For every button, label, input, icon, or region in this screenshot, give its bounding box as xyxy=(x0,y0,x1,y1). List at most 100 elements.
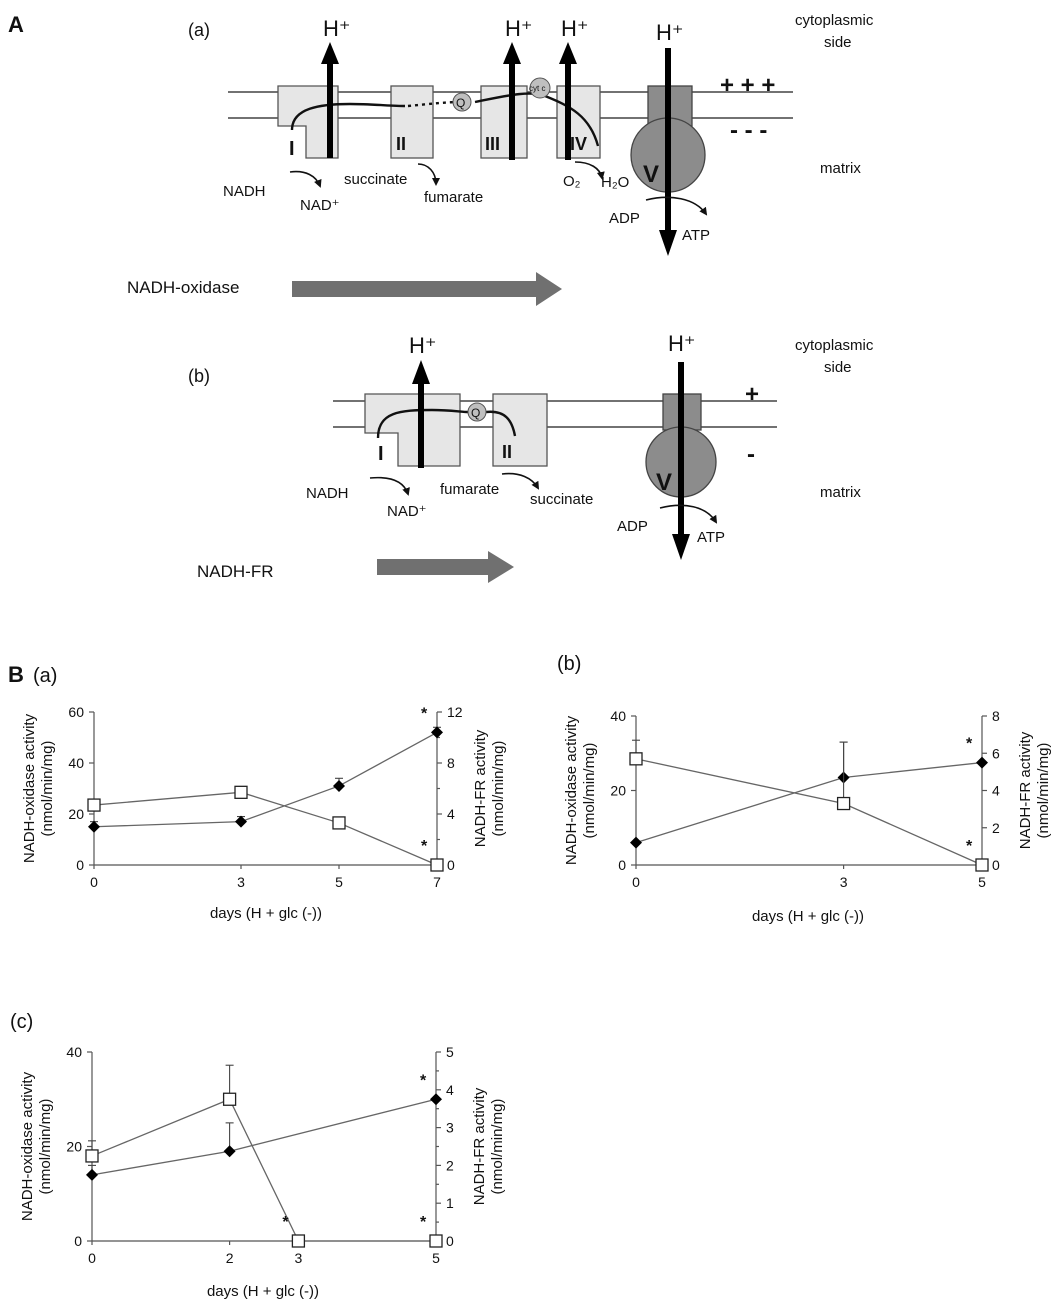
x-tick-label: 2 xyxy=(226,1250,234,1266)
y-axis-title-left: NADH-oxidase activity xyxy=(19,1071,36,1221)
chart-a-label: (a) xyxy=(33,665,57,687)
side-a-cyto-1: cytoplasmic xyxy=(795,12,874,29)
x-tick-label: 3 xyxy=(237,874,245,890)
data-point-square xyxy=(222,1092,237,1106)
significance-mark: * xyxy=(420,1072,427,1089)
y-axis-title-left-unit: (nmol/min/mg) xyxy=(37,1099,54,1195)
significance-mark: * xyxy=(282,1214,289,1231)
reaction-a-adp xyxy=(645,196,708,216)
diagram-b: (b) I II V Q H⁺ H⁺ NADH NAD⁺ fumarate su… xyxy=(188,331,874,583)
y-tick-label-left: 20 xyxy=(68,806,84,822)
y-tick-label-right: 3 xyxy=(446,1120,454,1136)
data-point-square xyxy=(975,858,989,872)
side-b-matrix: matrix xyxy=(820,484,861,501)
y-tick-label-left: 40 xyxy=(610,708,626,724)
y-tick-label-right: 6 xyxy=(992,745,1000,761)
y-tick-label-right: 0 xyxy=(446,1233,454,1249)
y-tick-label-left: 60 xyxy=(68,704,84,720)
data-point-square xyxy=(629,752,643,766)
x-tick-label: 5 xyxy=(978,874,986,890)
y-tick-label-right: 2 xyxy=(446,1157,454,1173)
significance-mark: * xyxy=(420,1214,427,1231)
proton-a-2: H⁺ xyxy=(505,16,533,41)
substrate-b-adp: ADP xyxy=(617,518,648,535)
series-line-0 xyxy=(93,731,438,828)
x-axis-title: days (H + glc (-)) xyxy=(210,905,322,922)
complex-a-1-label: I xyxy=(289,138,295,160)
y-tick-label-left: 20 xyxy=(610,783,626,799)
quinone-b xyxy=(467,402,487,422)
substrate-a-o2: O₂ xyxy=(563,173,581,190)
flow-b-label: NADH-FR xyxy=(197,562,274,581)
significance-mark: * xyxy=(421,705,428,722)
complex-b-2-label: II xyxy=(502,442,512,462)
side-b-cyto-2: side xyxy=(824,359,852,376)
proton-b-1: H⁺ xyxy=(409,333,437,358)
substrate-b-atp: ATP xyxy=(697,529,725,546)
data-point-square xyxy=(234,785,248,799)
proton-arrows-a xyxy=(321,42,677,256)
data-point-diamond xyxy=(431,726,443,739)
y-tick-label-right: 2 xyxy=(992,820,1000,836)
flow-b-arrow xyxy=(377,551,514,583)
reaction-b-adp xyxy=(659,504,718,524)
substrate-b-nadh: NADH xyxy=(306,485,349,502)
complex-a-3 xyxy=(480,85,528,159)
cytc-a-label: cyt c xyxy=(529,84,545,93)
y-tick-label-left: 20 xyxy=(66,1139,82,1155)
cytc-a xyxy=(529,77,551,99)
substrate-a-adp: ADP xyxy=(609,210,640,227)
y-axis-title-left: NADH-oxidase activity xyxy=(21,713,38,863)
proton-a-3: H⁺ xyxy=(561,16,589,41)
x-tick-label: 0 xyxy=(632,874,640,890)
y-tick-label-right: 12 xyxy=(447,704,463,720)
chart-a-group: (a) 0 20 40 60 0 4 8 12 0 3 5 7 days (H + glc (-)) NA… xyxy=(21,665,507,922)
x-tick-label: 0 xyxy=(88,1250,96,1266)
complex-b-5-label: V xyxy=(656,469,672,496)
substrate-a-nad: NAD⁺ xyxy=(300,197,340,214)
x-tick-label: 0 xyxy=(90,874,98,890)
data-point-square xyxy=(430,858,444,872)
data-point-diamond xyxy=(88,820,100,833)
side-b-cyto-1: cytoplasmic xyxy=(795,337,874,354)
data-point-square xyxy=(85,1149,99,1163)
complex-a-1 xyxy=(277,85,339,159)
panel-b-letter: B xyxy=(8,662,24,687)
complex-a-2-label: II xyxy=(396,134,406,154)
data-point-square xyxy=(836,796,851,811)
chart-b-label: (b) xyxy=(557,653,581,675)
x-tick-label: 5 xyxy=(432,1250,440,1266)
series-line-0 xyxy=(91,1098,437,1176)
y-tick-label-right: 5 xyxy=(446,1044,454,1060)
y-axis-title-left-unit: (nmol/min/mg) xyxy=(581,743,598,839)
x-axis-title: days (H + glc (-)) xyxy=(207,1283,319,1300)
complex-b-1 xyxy=(364,393,461,467)
y-tick-label-right: 0 xyxy=(447,857,455,873)
significance-mark: * xyxy=(966,838,973,855)
y-axis-title-left-unit: (nmol/min/mg) xyxy=(39,741,56,837)
electron-path-b-2 xyxy=(485,410,517,437)
charge-b-top: + xyxy=(745,381,759,408)
series-line-0 xyxy=(635,761,983,844)
complex-a-3-label: III xyxy=(485,134,500,154)
y-axis-title-right-unit: (nmol/min/mg) xyxy=(490,741,507,837)
y-tick-label-left: 0 xyxy=(76,857,84,873)
reaction-a-o2 xyxy=(574,161,605,180)
y-tick-label-right: 4 xyxy=(992,783,1000,799)
x-axis-title: days (H + glc (-)) xyxy=(752,908,864,925)
complex-b-1-label: I xyxy=(378,443,384,465)
flow-a-label: NADH-oxidase xyxy=(127,278,239,297)
complex-a-5-label: V xyxy=(643,161,659,188)
data-point-square xyxy=(429,1234,443,1248)
panel-a-letter: A xyxy=(8,12,24,37)
data-point-square xyxy=(291,1234,306,1248)
side-a-cyto-2: side xyxy=(824,34,852,51)
reaction-b-fum xyxy=(501,472,540,490)
y-tick-label-right: 4 xyxy=(447,806,455,822)
side-a-matrix: matrix xyxy=(820,160,861,177)
y-tick-label-right: 0 xyxy=(992,857,1000,873)
x-tick-label: 5 xyxy=(335,874,343,890)
